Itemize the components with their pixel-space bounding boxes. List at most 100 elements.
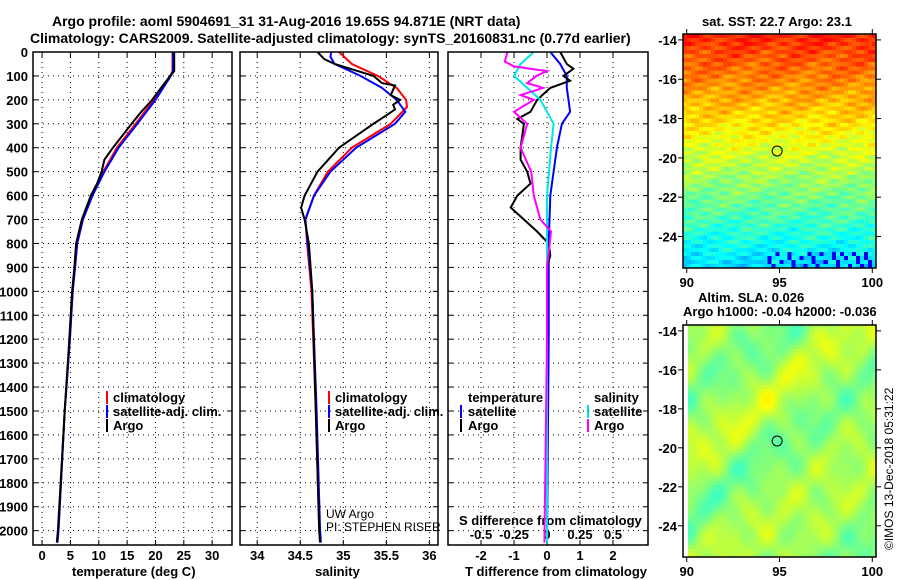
depth-tick-label: 800 [6, 236, 28, 251]
legend-swatch-climatology [328, 391, 330, 404]
temperature-xlabel: temperature (deg C) [72, 564, 196, 579]
legend-swatch-argo [106, 419, 108, 432]
legend-swatch-argo [328, 419, 330, 432]
lat-tick-label: -14 [658, 324, 678, 339]
plot-frame [32, 51, 233, 546]
legend-swatch-s-argo [587, 419, 589, 432]
legend-swatch-s-satellite [587, 405, 589, 418]
x-tick-label: -2 [475, 548, 487, 563]
x-tick-label: 35 [336, 548, 350, 563]
lat-tick-label: -18 [658, 402, 677, 417]
legend-climatology: climatology [113, 390, 186, 405]
s-diff-tick-label: -0.25 [499, 527, 529, 542]
depth-tick-label: 1400 [0, 380, 28, 395]
lon-tick-label: 100 [861, 564, 883, 579]
legend-t-satellite: satellite [468, 404, 516, 419]
title-line-1: Argo profile: aoml 5904691_31 31-Aug-201… [52, 13, 520, 29]
x-tick-label: 2 [609, 548, 616, 563]
x-tick-label: -1 [508, 548, 520, 563]
sla-map-subtitle: Argo h1000: -0.04 h2000: -0.036 [683, 304, 877, 319]
imos-credit: ©IMOS 13-Dec-2018 05:31:22 [882, 387, 896, 550]
series-argo [300, 51, 403, 543]
x-tick-label: 34 [250, 548, 265, 563]
legend-argo: Argo [335, 418, 365, 433]
sla-map-title: Altim. SLA: 0.026 [698, 290, 804, 305]
depth-tick-label: 1700 [0, 452, 28, 467]
depth-tick-label: 1900 [0, 500, 28, 515]
depth-tick-label: 600 [6, 189, 28, 204]
legend-satellite: satellite-adj. clim. [113, 404, 221, 419]
x-tick-label: 20 [148, 548, 162, 563]
x-tick-label: 0 [543, 548, 550, 563]
map-frame [682, 324, 877, 558]
series-salinity-satellite [512, 51, 555, 543]
legend-s-argo: Argo [594, 418, 624, 433]
s-diff-tick-label: 0.5 [604, 527, 622, 542]
legend-swatch-satellite [328, 405, 330, 418]
temperature-legend: climatology satellite-adj. clim. Argo [106, 390, 221, 433]
depth-tick-label: 900 [6, 260, 28, 275]
depth-tick-label: 1300 [0, 356, 28, 371]
argo-location-marker [771, 435, 783, 447]
lat-tick-label: -18 [658, 112, 677, 127]
lon-tick-label: 95 [772, 564, 786, 579]
lat-tick-label: -24 [658, 519, 678, 534]
lat-tick-label: -14 [658, 33, 678, 48]
depth-tick-label: 1500 [0, 404, 28, 419]
series-salinity-argo [503, 51, 553, 543]
legend-swatch-t-satellite [460, 405, 462, 418]
depth-tick-label: 0 [21, 45, 28, 60]
depth-tick-label: 400 [6, 141, 28, 156]
legend-swatch-climatology [106, 391, 108, 404]
x-tick-label: 35.5 [374, 548, 399, 563]
tdiff-xlabel: T difference from climatology [465, 564, 648, 579]
x-tick-label: 1 [576, 548, 583, 563]
pi-annotation: PI: STEPHEN RISER [326, 520, 441, 534]
x-tick-label: 30 [205, 548, 219, 563]
uw-argo-annotation: UW Argo [326, 507, 374, 521]
depth-tick-label: 700 [6, 213, 28, 228]
legend-satellite: satellite-adj. clim. [335, 404, 443, 419]
series-temperature-satellite [546, 51, 572, 543]
depth-tick-label: 1000 [0, 284, 28, 299]
x-tick-label: 10 [92, 548, 106, 563]
x-tick-label: 0 [38, 548, 45, 563]
x-tick-label: 34.5 [288, 548, 313, 563]
sst-map-raster [683, 34, 876, 268]
lon-tick-label: 95 [772, 275, 786, 290]
map-frame [682, 33, 877, 269]
plot-frame [239, 51, 439, 546]
title-line-2: Climatology: CARS2009. Satellite-adjuste… [30, 30, 631, 46]
sdiff-label: S difference from climatology [459, 513, 643, 528]
x-tick-label: 25 [177, 548, 191, 563]
depth-tick-label: 1800 [0, 476, 28, 491]
x-tick-label: 5 [67, 548, 74, 563]
depth-tick-label: 500 [6, 165, 28, 180]
depth-tick-label: 1600 [0, 428, 28, 443]
lat-tick-label: -20 [658, 151, 677, 166]
plot-frame [447, 51, 649, 546]
lat-tick-label: -16 [658, 72, 677, 87]
salinity-legend: climatology satellite-adj. clim. Argo [328, 390, 443, 433]
s-diff-tick-label: 0.25 [567, 527, 592, 542]
lon-tick-label: 90 [679, 275, 693, 290]
depth-tick-label: 200 [6, 93, 28, 108]
legend-swatch-satellite [106, 405, 108, 418]
lat-tick-label: -16 [658, 363, 677, 378]
depth-tick-label: 2000 [0, 524, 28, 539]
salinity-xlabel: salinity [315, 564, 361, 579]
legend-argo: Argo [113, 418, 143, 433]
legend-temperature-title: temperature [468, 390, 543, 405]
legend-s-satellite: satellite [594, 404, 642, 419]
plot-elements: 0100200300400500600700800900100011001200… [0, 29, 883, 579]
sst-map-title: sat. SST: 22.7 Argo: 23.1 [702, 14, 852, 29]
argo-location-marker [771, 145, 783, 157]
depth-tick-label: 300 [6, 117, 28, 132]
depth-tick-label: 1200 [0, 332, 28, 347]
series-temperature-argo [509, 51, 576, 543]
series-argo [55, 52, 176, 543]
legend-swatch-t-argo [460, 419, 462, 432]
lon-tick-label: 90 [679, 564, 693, 579]
depth-tick-label: 1100 [0, 308, 28, 323]
